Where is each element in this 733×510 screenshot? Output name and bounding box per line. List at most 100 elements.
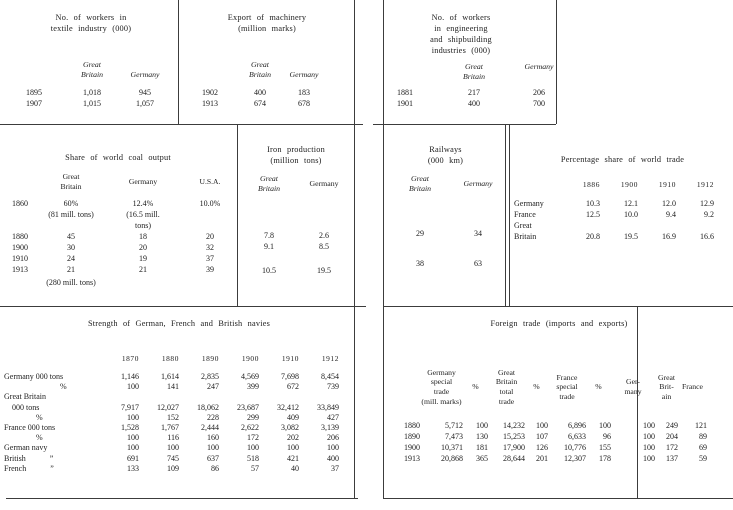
table-cell: 60% — [63, 199, 79, 208]
table-cell: 1895 — [26, 88, 42, 97]
table-cell: Germany — [514, 199, 544, 208]
table-cell: % — [4, 412, 43, 422]
table-cell: 206 — [533, 88, 545, 97]
year-header: 1870 — [121, 354, 139, 363]
table-row: 1895 1,018 945 — [4, 87, 178, 98]
iron-rows: 7.8 2.6 9.1 8.5 10.5 19.5 — [239, 230, 353, 276]
table-cell: % — [4, 382, 67, 392]
table-cell: 9.2 — [704, 210, 714, 219]
table-row: 1901 400 700 — [386, 98, 554, 109]
divider-horizontal — [383, 306, 733, 308]
table-cell: 12.9 — [700, 199, 714, 208]
table-cell: 1860 — [12, 199, 28, 208]
table-cell: 10.3 — [586, 199, 600, 208]
col-header-great-britain-index: Great Brit- ain — [657, 372, 676, 401]
col-header-germany: Germany — [128, 177, 158, 186]
table-cell — [179, 392, 219, 402]
table-cell: 32,412 — [277, 402, 299, 412]
table-row: Germany 000 tons 1,146 1,614 2,835 4,569 7,69… — [4, 372, 354, 382]
table-cell: 9.1 — [264, 242, 274, 251]
spacer — [4, 354, 100, 364]
table-cell: Great Britain — [4, 392, 46, 402]
table-cell: 137 — [666, 454, 678, 463]
table-row: Great Britain 20.8 19.5 16.9 16.6 — [512, 220, 733, 242]
table-cell: 10.5 — [262, 266, 276, 275]
table-cell: 202 — [287, 433, 299, 443]
table-cell — [0, 209, 40, 231]
table-cell: 421 — [287, 453, 299, 463]
table-title: Export of machinery (million marks) — [227, 13, 307, 33]
table-cell: 10.0 — [624, 210, 638, 219]
table-cell: 1901 — [397, 99, 413, 108]
table-cell: 1907 — [26, 99, 42, 108]
table-cell: 17,900 — [503, 443, 525, 452]
col-header-germany: Germany — [289, 70, 319, 79]
table-row: 1910 24 19 37 — [0, 253, 236, 264]
table-cell: 141 — [167, 382, 179, 392]
table-row: Great Britain — [4, 392, 354, 402]
table-cell: 152 — [167, 412, 179, 422]
column-headers: Great Britain Germany — [385, 174, 506, 194]
table-row: 1880 5,712 100 14,232 100 6,896 100 100 249 121 — [385, 420, 733, 431]
table-cell: 945 — [139, 88, 151, 97]
column-headers: Great Britain Germany — [386, 62, 554, 82]
year-header: 1900 — [241, 354, 259, 363]
table-cell: 100 — [643, 454, 655, 463]
table-cell: 1913 — [404, 454, 420, 463]
table-row: France 12.5 10.0 9.4 9.2 — [512, 209, 733, 220]
table-cell: 399 — [247, 382, 259, 392]
table-cell: 674 — [254, 99, 266, 108]
table-cell: 172 — [666, 443, 678, 452]
table-cell: 1,018 — [83, 88, 101, 97]
year-header: 1912 — [321, 354, 339, 363]
table-cell: 172 — [247, 433, 259, 443]
divider-horizontal — [0, 306, 366, 308]
coal-rows: 1880 45 18 20 1900 30 20 32 1910 24 19 37 1913 21 21 39 — [0, 231, 236, 275]
table-cell: 69 — [699, 443, 707, 452]
table-title: Railways (000 km) — [427, 145, 464, 165]
table-cell: 100 — [127, 433, 139, 443]
table-cell: 6,896 — [568, 421, 586, 430]
table-row: France 000 tons 1,528 1,767 2,444 2,622 3,082… — [4, 423, 354, 433]
table-cell — [299, 392, 339, 402]
table-cell: 100 — [536, 421, 548, 430]
table-cell: 18 — [139, 232, 147, 241]
column-headers: Great Britain Germany U.S.A. — [0, 172, 236, 192]
table-row: British ” 691 745 637 518 421 400 — [4, 454, 354, 464]
table-cell: 1,015 — [83, 99, 101, 108]
table-cell: 400 — [254, 88, 266, 97]
col-header-france-special-trade: France special trade — [556, 372, 578, 401]
table-cell: 7,917 — [121, 402, 139, 412]
table-cell: 34 — [474, 229, 482, 238]
table-cell: 37 — [206, 254, 214, 263]
table-cell: 19.5 — [317, 266, 331, 275]
table-cell: 427 — [327, 412, 339, 422]
col-header-percent: % — [472, 382, 479, 392]
table-cell: 16.9 — [662, 232, 676, 241]
coal-row-1860: 1860 60% 12.4% 10.0% — [0, 198, 236, 209]
col-header-germany: Germany — [524, 62, 554, 71]
table-cell: 100 — [643, 421, 655, 430]
table-cell: 20 — [139, 243, 147, 252]
divider-vertical — [556, 0, 558, 124]
year-header: 1900 — [620, 180, 638, 189]
col-header-germany: Germany — [463, 179, 493, 188]
table-cell: 12.5 — [586, 210, 600, 219]
table-row: Germany 10.3 12.1 12.0 12.9 — [512, 198, 733, 209]
table-cell: 12.0 — [662, 199, 676, 208]
table-cell: 4,569 — [241, 372, 259, 381]
col-header-great-britain: Great Britain — [248, 60, 272, 79]
table-cell: 32 — [206, 243, 214, 252]
col-header-percent: % — [595, 382, 602, 392]
table-cell: 12.4% — [132, 199, 154, 208]
table-cell — [219, 392, 259, 402]
table-cell: British ” — [4, 453, 54, 463]
table-cell: French ” — [4, 463, 54, 473]
table-cell: 89 — [699, 432, 707, 441]
table-cell: 204 — [666, 432, 678, 441]
table-cell: 100 — [599, 421, 611, 430]
table-row: 1880 45 18 20 — [0, 231, 236, 242]
year-header: 1886 — [582, 180, 600, 189]
table-cell: France — [514, 210, 536, 219]
divider-vertical — [354, 0, 356, 499]
